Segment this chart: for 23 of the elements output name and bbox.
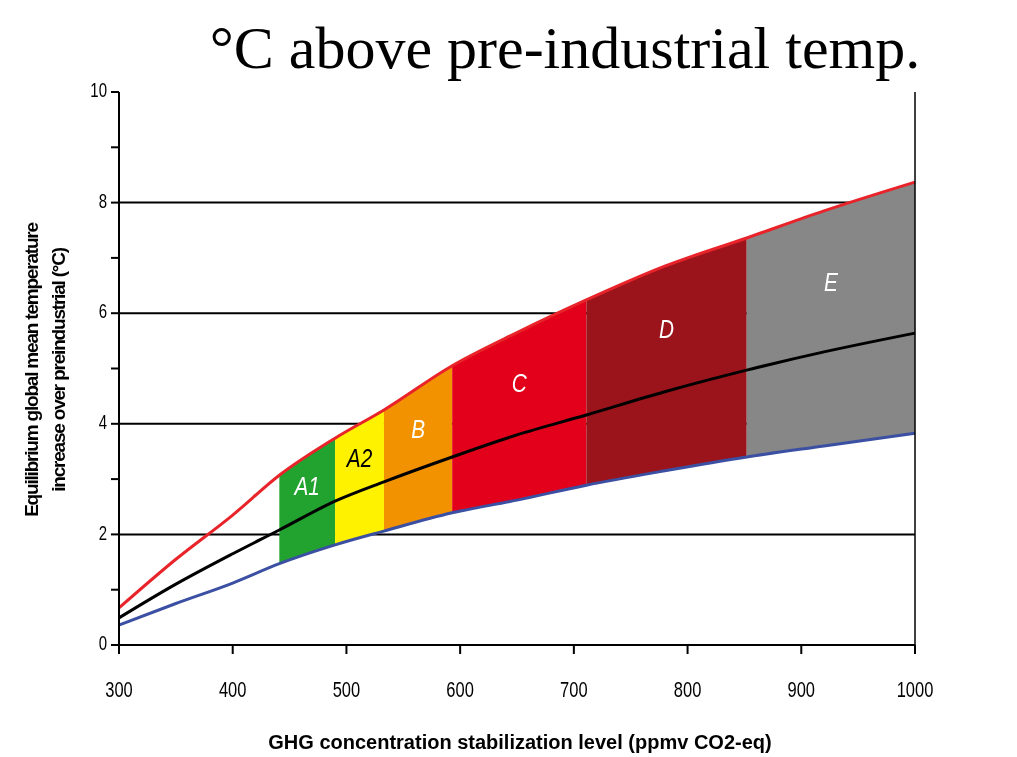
x-tick-label: 400 [218, 676, 247, 702]
y-tick-label: 6 [98, 300, 108, 324]
x-tick-label: 900 [787, 676, 816, 702]
band-label: A1 [292, 471, 320, 501]
band-label: B [411, 414, 426, 444]
y-tick-label: 10 [90, 79, 108, 102]
chart-title: °C above pre-industrial temp. [209, 15, 921, 81]
x-tick-label: 1000 [896, 676, 934, 702]
y-axis-title: Equilibrium global mean temperature increase over preindustrial (°C) [21, 222, 69, 517]
y-tick-label: 0 [98, 632, 108, 655]
x-axis-title: GHG concentration stabilization level (ppmv CO2-eq) [268, 731, 772, 753]
band-label: E [823, 268, 839, 297]
x-tick-label: 300 [105, 676, 133, 702]
x-tick-label: 600 [446, 676, 475, 702]
band-label: D [659, 314, 675, 344]
x-tick-label: 500 [332, 676, 361, 702]
x-tick-label: 800 [673, 676, 702, 702]
y-tick-label: 2 [98, 521, 107, 545]
band-label: C [511, 368, 528, 398]
x-tick-label: 700 [560, 676, 588, 702]
y-tick-label: 4 [98, 410, 108, 434]
band-label: A2 [345, 444, 373, 473]
y-tick-label: 8 [98, 189, 108, 213]
